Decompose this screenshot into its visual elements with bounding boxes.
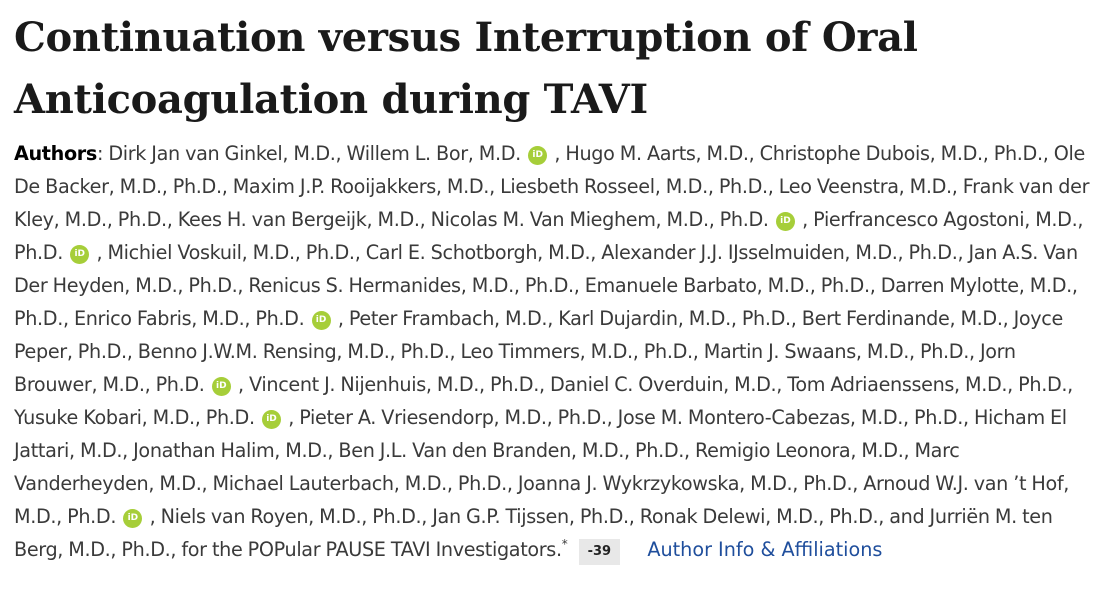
orcid-icon[interactable]: iD <box>528 146 548 165</box>
author-name[interactable]: Liesbeth Rosseel, M.D., Ph.D. <box>500 175 768 198</box>
author-name[interactable]: Ben J.L. Van den Branden, M.D., Ph.D. <box>338 439 684 462</box>
author-name[interactable]: Jan G.P. Tijssen, Ph.D. <box>432 505 629 528</box>
author-name[interactable]: Christophe Dubois, M.D., Ph.D. <box>759 142 1043 165</box>
author-name[interactable]: Jose M. Montero-Cabezas, M.D., Ph.D. <box>617 406 964 429</box>
author-name[interactable]: Peter Frambach, M.D. <box>348 307 548 330</box>
author-name[interactable]: Dirk Jan van Ginkel, M.D. <box>108 142 336 165</box>
author-name[interactable]: Ole De Backer, M.D., Ph.D. <box>14 142 1085 198</box>
author-name[interactable]: Renicus S. Hermanides, M.D., Ph.D. <box>248 274 574 297</box>
author-name[interactable]: Nicolas M. Van Mieghem, M.D., Ph.D. <box>430 208 769 231</box>
author-name[interactable]: Joyce Peper, Ph.D. <box>14 307 1063 363</box>
orcid-icon[interactable]: iD <box>123 509 143 528</box>
author-name[interactable]: Vincent J. Nijenhuis, M.D., Ph.D. <box>249 373 539 396</box>
author-name[interactable]: Pieter A. Vriesendorp, M.D., Ph.D. <box>299 406 607 429</box>
author-name[interactable]: Willem L. Bor, M.D. <box>346 142 522 165</box>
author-name[interactable]: Bert Ferdinande, M.D. <box>801 307 1003 330</box>
article-title: Continuation versus Interruption of Oral… <box>14 14 918 123</box>
author-name[interactable]: Carl E. Schotborgh, M.D. <box>365 241 591 264</box>
footnote-marker: * <box>561 537 568 551</box>
author-name[interactable]: Jan A.S. Van Der Heyden, M.D., Ph.D. <box>14 241 1078 297</box>
author-name[interactable]: Benno J.W.M. Rensing, M.D., Ph.D. <box>137 340 450 363</box>
orcid-icon[interactable]: iD <box>70 245 90 264</box>
author-name[interactable]: Michael Lauterbach, M.D., Ph.D. <box>212 472 507 495</box>
author-name[interactable]: Enrico Fabris, M.D., Ph.D. <box>73 307 305 330</box>
orcid-icon[interactable]: iD <box>311 311 331 330</box>
orcid-icon[interactable]: iD <box>261 410 281 429</box>
author-name[interactable]: Pierfrancesco Agostoni, M.D., Ph.D. <box>14 208 1084 264</box>
orcid-icon[interactable]: iD <box>775 212 795 231</box>
author-name[interactable]: Martin J. Swaans, M.D., Ph.D. <box>703 340 970 363</box>
author-name[interactable]: Jurriën M. ten Berg, M.D., Ph.D. <box>14 505 1053 561</box>
author-name[interactable]: Darren Mylotte, M.D., Ph.D. <box>14 274 1078 330</box>
author-name[interactable]: Alexander J.J. IJsselmuiden, M.D., Ph.D. <box>601 241 958 264</box>
author-name[interactable]: Hugo M. Aarts, M.D. <box>565 142 749 165</box>
author-name[interactable]: Frank van der Kley, M.D., Ph.D. <box>14 175 1090 231</box>
author-name[interactable]: Jonathan Halim, M.D. <box>133 439 328 462</box>
author-name[interactable]: Arnoud W.J. van ’t Hof, M.D., Ph.D. <box>14 472 1070 528</box>
author-name[interactable]: Ronak Delewi, M.D., Ph.D. <box>639 505 879 528</box>
author-name[interactable]: Marc Vanderheyden, M.D. <box>14 439 960 495</box>
author-name[interactable]: Emanuele Barbato, M.D., Ph.D. <box>584 274 870 297</box>
author-name[interactable]: Joanna J. Wykrzykowska, M.D., Ph.D. <box>517 472 853 495</box>
investigator-group: for the POPular PAUSE TAVI Investigators… <box>181 538 562 561</box>
author-name[interactable]: Hicham El Jattari, M.D. <box>14 406 1067 462</box>
article-header: Continuation versus Interruption of Oral… <box>14 0 1104 566</box>
author-name[interactable]: Leo Timmers, M.D., Ph.D. <box>460 340 693 363</box>
author-name[interactable]: Michiel Voskuil, M.D., Ph.D. <box>107 241 355 264</box>
count-badge[interactable]: -39 <box>578 539 621 565</box>
author-name[interactable]: Jorn Brouwer, M.D., Ph.D. <box>14 340 1016 396</box>
authors-label: Authors <box>14 142 97 165</box>
author-name[interactable]: Karl Dujardin, M.D., Ph.D. <box>558 307 791 330</box>
author-name[interactable]: Tom Adriaenssens, M.D., Ph.D. <box>787 373 1068 396</box>
author-info-affiliations-link[interactable]: Author Info & Affiliations <box>647 538 883 561</box>
author-name[interactable]: Yusuke Kobari, M.D., Ph.D. <box>14 406 255 429</box>
author-list: Authors: Dirk Jan van Ginkel, M.D., Will… <box>14 137 1104 566</box>
author-name[interactable]: Niels van Royen, M.D., Ph.D. <box>160 505 422 528</box>
author-names: Dirk Jan van Ginkel, M.D., Willem L. Bor… <box>14 142 1090 561</box>
author-name[interactable]: Maxim J.P. Rooijakkers, M.D. <box>232 175 490 198</box>
author-name[interactable]: Leo Veenstra, M.D. <box>778 175 952 198</box>
author-name[interactable]: Kees H. van Bergeijk, M.D. <box>177 208 420 231</box>
author-name[interactable]: Remigio Leonora, M.D. <box>695 439 904 462</box>
orcid-icon[interactable]: iD <box>211 377 231 396</box>
author-name[interactable]: Daniel C. Overduin, M.D. <box>549 373 777 396</box>
